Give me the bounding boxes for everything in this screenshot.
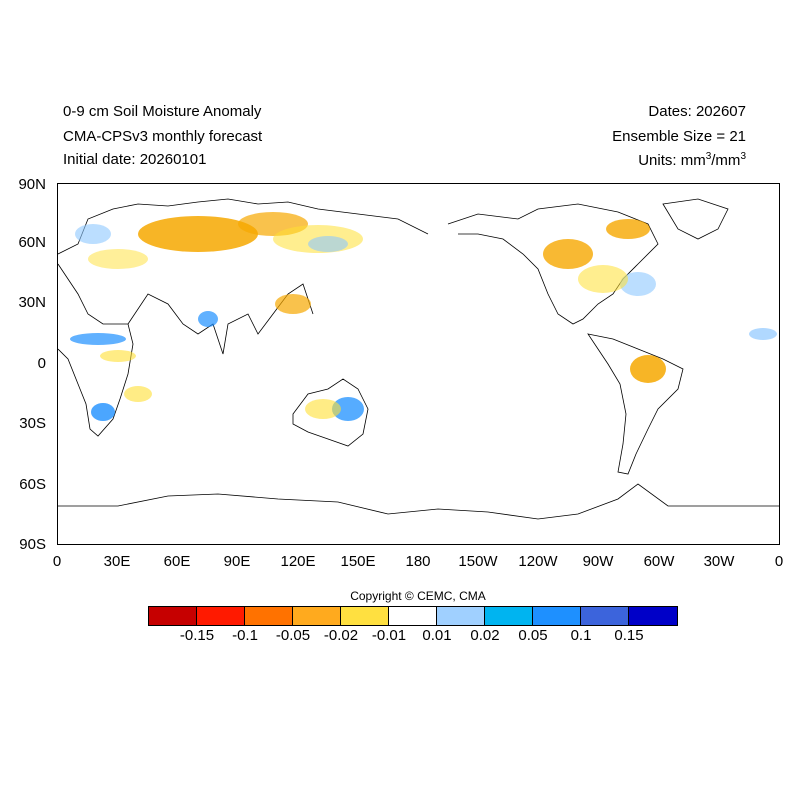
australia-wet-patch bbox=[332, 397, 364, 421]
units-sup-1: 3 bbox=[705, 151, 712, 162]
lon-label-60e: 60E bbox=[163, 553, 191, 570]
colorbar-cell-0 bbox=[149, 607, 197, 625]
anomaly-layer bbox=[70, 212, 777, 421]
world-map bbox=[58, 198, 779, 520]
south-america-dry-patch bbox=[630, 355, 666, 383]
lat-label-90s: 90S bbox=[19, 536, 46, 553]
lon-label-30w: 30W bbox=[703, 553, 735, 570]
colorbar-cell-8 bbox=[533, 607, 581, 625]
africa-wet-patch bbox=[198, 311, 218, 327]
scattered-light-wet-patch bbox=[308, 236, 348, 252]
africa-wet-patch bbox=[70, 333, 126, 345]
north-america-dry-patch bbox=[543, 239, 593, 269]
lon-label-0: 0 bbox=[52, 553, 62, 570]
colorbar-label-9: 0.15 bbox=[614, 627, 644, 644]
lon-label-60w: 60W bbox=[643, 553, 675, 570]
title-line-2: CMA-CPSv3 monthly forecast bbox=[63, 128, 263, 145]
colorbar-cell-3 bbox=[293, 607, 341, 625]
colorbar-label-7: 0.05 bbox=[518, 627, 548, 644]
colorbar-label-8: 0.1 bbox=[570, 627, 592, 644]
colorbar-cell-1 bbox=[197, 607, 245, 625]
dates-label: Dates: 202607 bbox=[648, 103, 746, 120]
colorbar-cell-10 bbox=[629, 607, 677, 625]
eurasia-dry-patch bbox=[275, 294, 311, 314]
south-america-coast bbox=[587, 333, 684, 475]
eurasia-coast bbox=[58, 198, 429, 255]
north-america-coast bbox=[447, 203, 659, 325]
lon-label-90w: 90W bbox=[582, 553, 614, 570]
africa-wet-patch bbox=[91, 403, 115, 421]
africa-coast bbox=[58, 263, 134, 437]
colorbar-cell-4 bbox=[341, 607, 389, 625]
south-asia-coast bbox=[127, 283, 314, 355]
colorbar-cell-2 bbox=[245, 607, 293, 625]
colorbar-label-0: -0.15 bbox=[179, 627, 215, 644]
eurasia-dry-patch bbox=[138, 216, 258, 252]
units-prefix: Units: mm bbox=[638, 152, 706, 169]
lon-label-120w: 120W bbox=[518, 553, 558, 570]
map-frame bbox=[57, 183, 780, 545]
title-line-1: 0-9 cm Soil Moisture Anomaly bbox=[63, 103, 262, 120]
colorbar-cell-6 bbox=[437, 607, 485, 625]
lat-label-30s: 30S bbox=[19, 415, 46, 432]
lon-label-30e: 30E bbox=[103, 553, 131, 570]
lat-label-90n: 90N bbox=[18, 176, 46, 193]
colorbar-label-3: -0.02 bbox=[323, 627, 359, 644]
title-line-3: Initial date: 20260101 bbox=[63, 151, 207, 168]
colorbar-label-1: -0.1 bbox=[232, 627, 258, 644]
colorbar-cell-7 bbox=[485, 607, 533, 625]
lat-label-60s: 60S bbox=[19, 476, 46, 493]
ensemble-label: Ensemble Size = 21 bbox=[612, 128, 746, 145]
copyright-label: Copyright © CEMC, CMA bbox=[350, 589, 486, 603]
lon-label-150e: 150E bbox=[340, 553, 376, 570]
scattered-light-dry-patch bbox=[124, 386, 152, 402]
lon-label-120e: 120E bbox=[280, 553, 316, 570]
lon-label-0-east: 0 bbox=[774, 553, 784, 570]
units-mid: /mm bbox=[711, 152, 741, 169]
colorbar-label-2: -0.05 bbox=[275, 627, 311, 644]
antarctica-coast bbox=[58, 483, 779, 520]
colorbar-cell-9 bbox=[581, 607, 629, 625]
scattered-light-dry-patch bbox=[578, 265, 628, 293]
colorbar-label-5: 0.01 bbox=[422, 627, 452, 644]
australia-coast bbox=[292, 378, 369, 447]
greenland-coast bbox=[662, 198, 729, 240]
colorbar-label-4: -0.01 bbox=[371, 627, 407, 644]
units-sup-2: 3 bbox=[740, 151, 746, 162]
north-america-dry-patch bbox=[606, 219, 650, 239]
lon-label-180: 180 bbox=[405, 553, 431, 570]
scattered-light-wet-patch bbox=[75, 224, 111, 244]
colorbar bbox=[148, 606, 678, 626]
units-label: Units: mm3/mm3 bbox=[638, 151, 746, 170]
scattered-light-wet-patch bbox=[749, 328, 777, 340]
scattered-light-dry-patch bbox=[88, 249, 148, 269]
colorbar-cell-5 bbox=[389, 607, 437, 625]
lon-label-150w: 150W bbox=[458, 553, 498, 570]
lat-label-0: 0 bbox=[37, 355, 46, 372]
colorbar-label-6: 0.02 bbox=[470, 627, 500, 644]
lat-label-30n: 30N bbox=[18, 294, 46, 311]
scattered-light-dry-patch bbox=[100, 350, 136, 362]
scattered-light-dry-patch bbox=[305, 399, 341, 419]
scattered-light-wet-patch bbox=[620, 272, 656, 296]
lon-label-90e: 90E bbox=[223, 553, 251, 570]
lat-label-60n: 60N bbox=[18, 234, 46, 251]
